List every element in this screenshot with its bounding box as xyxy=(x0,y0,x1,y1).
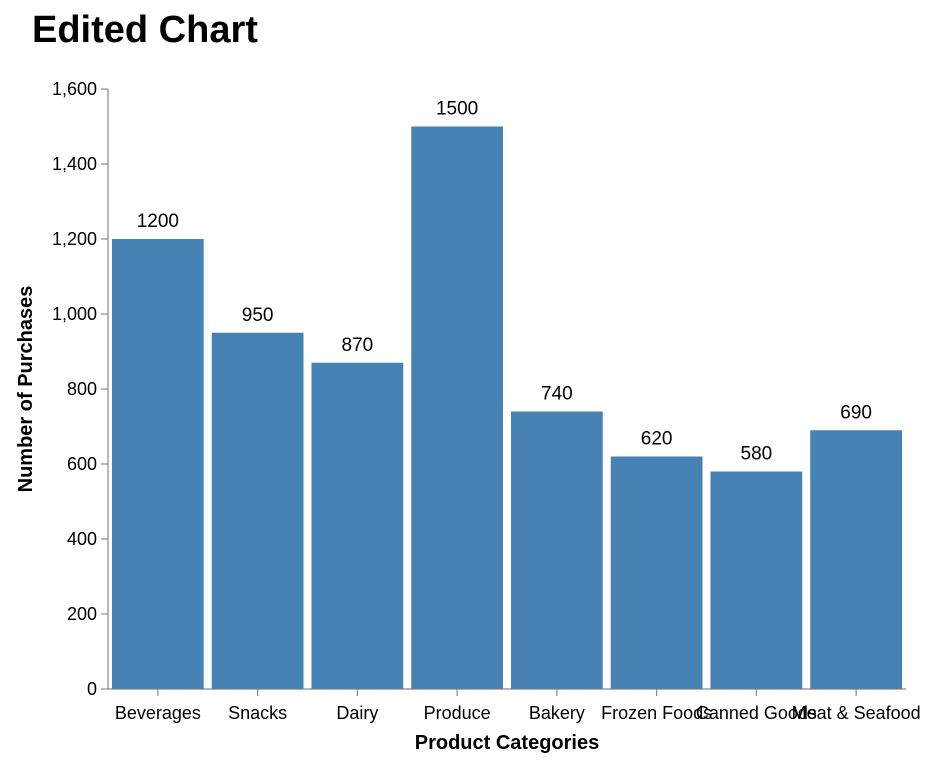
y-tick-label: 200 xyxy=(67,604,97,624)
x-tick-label: Beverages xyxy=(115,703,201,723)
y-tick-label: 600 xyxy=(67,454,97,474)
data-label: 1200 xyxy=(137,211,179,232)
bar xyxy=(411,126,503,689)
y-tick-label: 1,600 xyxy=(52,79,97,99)
x-axis-title: Product Categories xyxy=(415,732,599,754)
bar xyxy=(211,332,304,689)
bar xyxy=(511,411,603,689)
y-tick-label: 0 xyxy=(87,679,97,699)
y-tick-label: 1,400 xyxy=(52,154,97,174)
data-labels: 1200 950 870 1500 740 620 580 690 xyxy=(137,99,872,465)
bar xyxy=(112,239,204,689)
bar xyxy=(710,471,803,689)
y-tick-label: 1,000 xyxy=(52,304,97,324)
bar xyxy=(610,456,703,689)
x-tick-label: Bakery xyxy=(529,703,585,723)
y-tick-label: 1,200 xyxy=(52,229,97,249)
x-tick-label: Meat & Seafood xyxy=(792,703,921,723)
data-label: 950 xyxy=(242,305,274,326)
bar xyxy=(311,362,404,689)
y-tick-label: 800 xyxy=(67,379,97,399)
bar xyxy=(810,430,902,689)
x-tick-label: Snacks xyxy=(228,703,287,723)
y-axis-title: Number of Purchases xyxy=(15,286,37,493)
y-tick-label: 400 xyxy=(67,529,97,549)
bars xyxy=(112,126,902,689)
data-label: 690 xyxy=(840,402,872,423)
x-axis: Beverages Snacks Dairy Produce Bakery Frozen … xyxy=(108,688,921,723)
x-tick-label: Dairy xyxy=(336,703,378,723)
data-label: 580 xyxy=(741,444,773,465)
x-tick-label: Canned Goods xyxy=(696,703,817,723)
data-label: 740 xyxy=(541,384,573,405)
x-tick-label: Produce xyxy=(424,703,491,723)
data-label: 1500 xyxy=(436,99,478,120)
data-label: 870 xyxy=(342,335,374,356)
x-tick-label: Frozen Foods xyxy=(601,703,712,723)
chart-title: Edited Chart xyxy=(32,9,258,51)
data-label: 620 xyxy=(641,429,673,450)
y-axis: 0 200 400 600 800 1,000 1,200 1,400 1,600 xyxy=(52,79,109,699)
